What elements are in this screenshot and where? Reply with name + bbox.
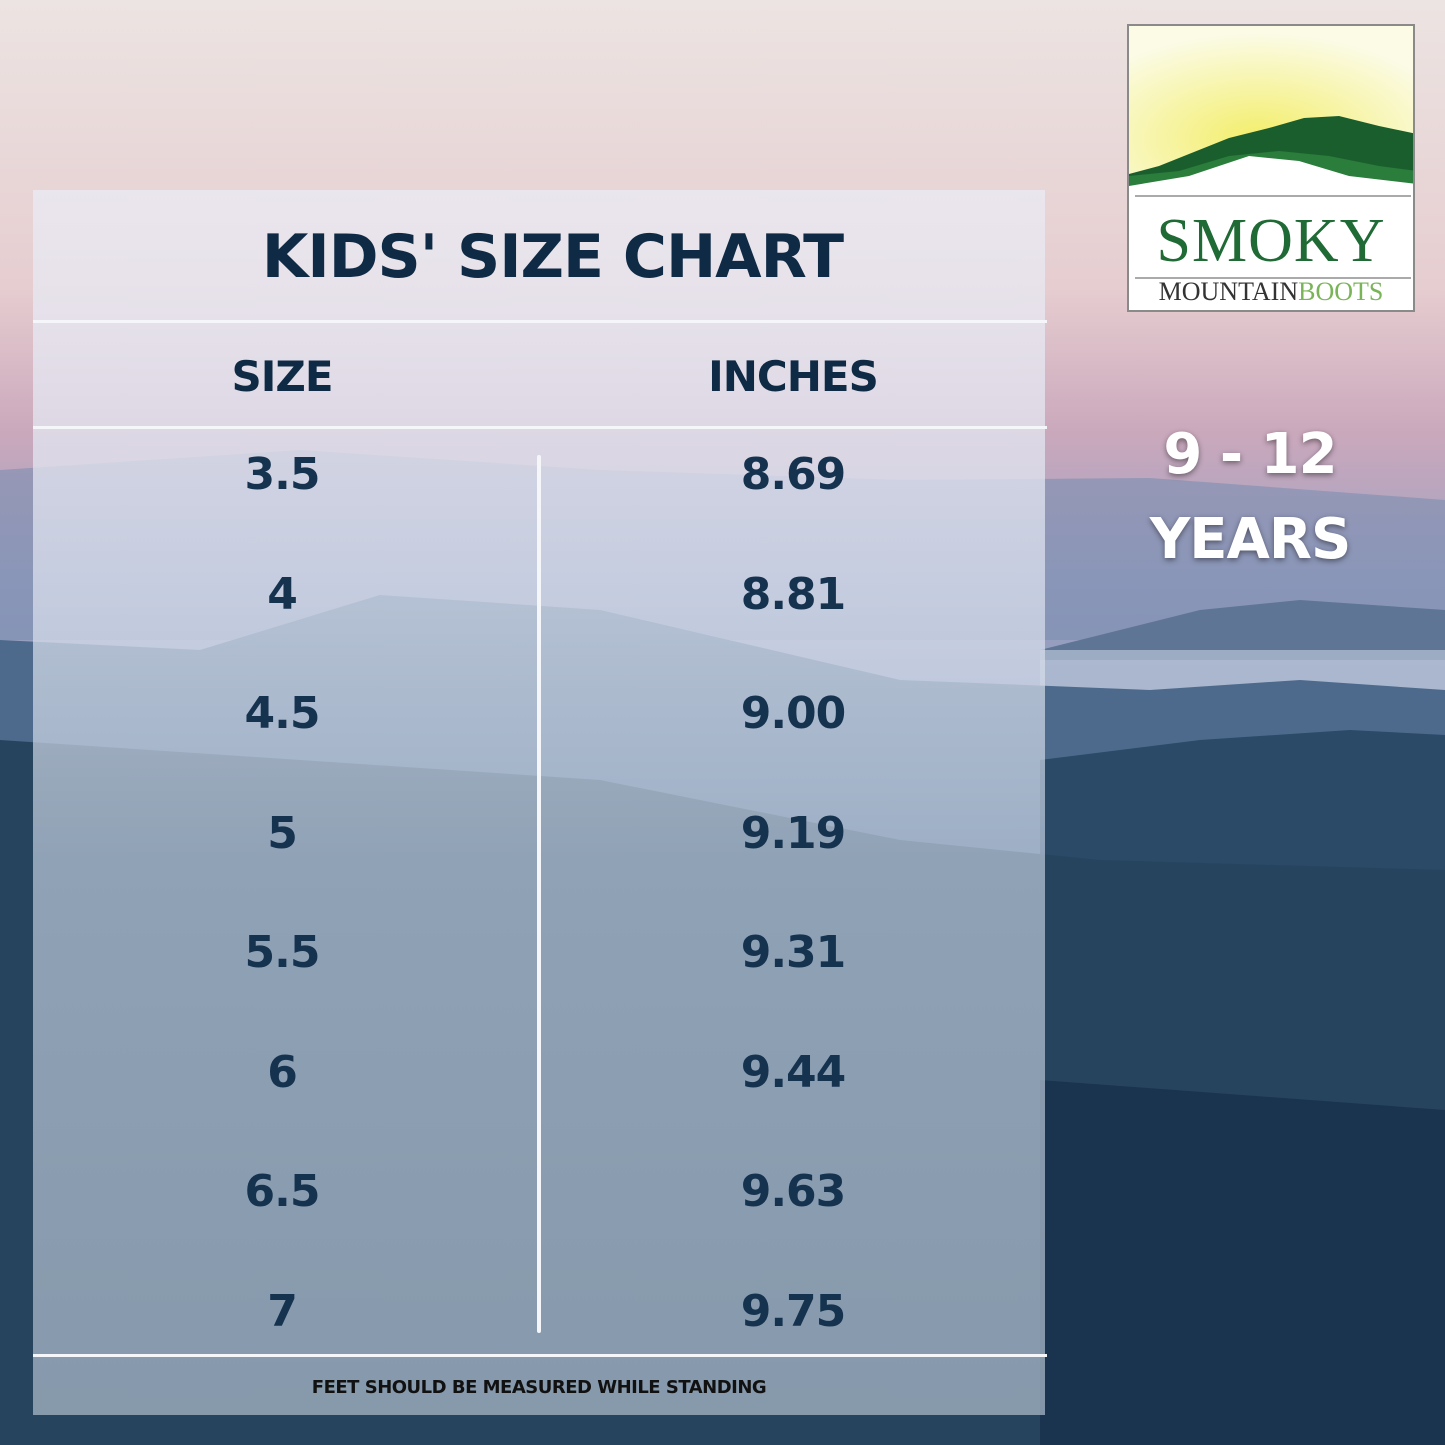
column-divider xyxy=(537,455,541,1333)
inches-cell: 8.69 xyxy=(740,449,847,500)
divider xyxy=(33,1354,1047,1357)
logo-boots-text: BOOTS xyxy=(1298,277,1384,306)
size-cell: 5 xyxy=(267,807,298,859)
size-cell: 7 xyxy=(267,1285,298,1337)
inches-cell: 9.44 xyxy=(740,1046,847,1098)
size-cell: 4.5 xyxy=(244,688,321,739)
logo-brand-text: SMOKY xyxy=(1156,207,1386,275)
age-range: 9 - 12 xyxy=(1163,422,1337,487)
inches-cell: 9.00 xyxy=(740,688,847,739)
header-size: SIZE xyxy=(231,352,333,401)
size-cell: 6 xyxy=(267,1046,298,1098)
chart-title: KIDS' SIZE CHART xyxy=(261,222,844,292)
footer-note: FEET SHOULD BE MEASURED WHILE STANDING xyxy=(311,1377,767,1398)
divider xyxy=(33,426,1047,429)
inches-cell: 8.81 xyxy=(740,568,847,620)
inches-cell: 9.31 xyxy=(740,927,847,978)
size-cell: 3.5 xyxy=(244,449,321,500)
smoky-mountain-boots-logo: SMOKY MOUNTAINBOOTS xyxy=(1127,24,1415,312)
inches-cell: 9.75 xyxy=(740,1285,847,1337)
inches-cell: 9.19 xyxy=(740,807,847,859)
size-cell: 5.5 xyxy=(244,927,321,978)
header-inches: INCHES xyxy=(708,352,879,401)
size-cell: 4 xyxy=(267,568,298,620)
inches-cell: 9.63 xyxy=(740,1166,847,1217)
age-range-unit: YEARS xyxy=(1149,507,1352,572)
divider xyxy=(33,320,1047,323)
logo-mountain-text: MOUNTAIN xyxy=(1158,277,1299,306)
size-cell: 6.5 xyxy=(244,1166,321,1217)
